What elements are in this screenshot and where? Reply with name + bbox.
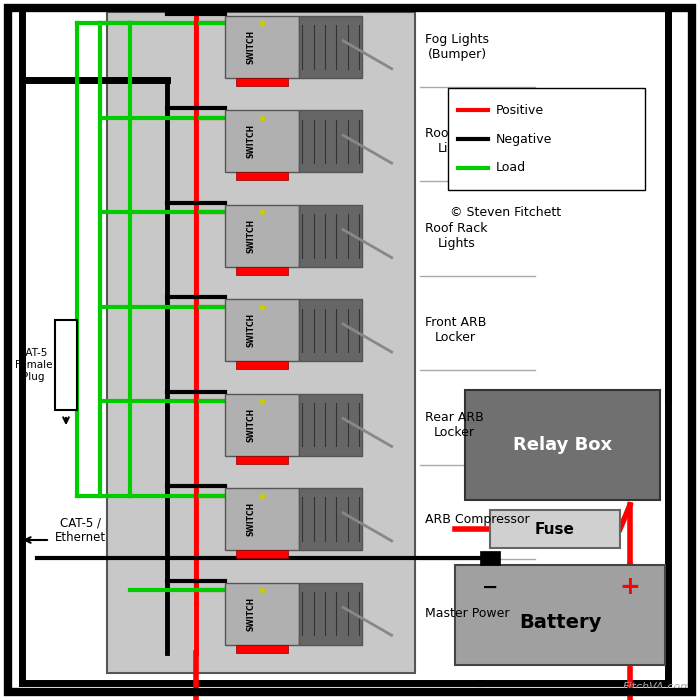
- Text: SWITCH: SWITCH: [246, 125, 256, 158]
- Bar: [300, 488, 362, 550]
- Text: SWITCH: SWITCH: [246, 313, 256, 347]
- Bar: [300, 111, 362, 172]
- Bar: [236, 361, 288, 370]
- Text: Fog Lights
(Bumper): Fog Lights (Bumper): [425, 33, 489, 61]
- Text: SWITCH: SWITCH: [246, 502, 256, 536]
- Bar: [300, 582, 362, 645]
- Bar: [236, 78, 288, 86]
- Bar: [480, 551, 500, 565]
- Text: SWITCH: SWITCH: [246, 596, 256, 631]
- Text: SWITCH: SWITCH: [246, 407, 256, 442]
- Bar: [55, 320, 77, 410]
- Bar: [300, 205, 362, 267]
- Text: FitchVA.com: FitchVA.com: [623, 682, 692, 692]
- Text: Relay Box: Relay Box: [513, 436, 612, 454]
- Text: Positive: Positive: [496, 104, 544, 117]
- Text: SWITCH: SWITCH: [246, 219, 256, 253]
- Text: −: −: [482, 578, 498, 596]
- Bar: [225, 582, 300, 645]
- Bar: [448, 88, 645, 190]
- Bar: [236, 172, 288, 181]
- Bar: [236, 456, 288, 463]
- Text: Load: Load: [496, 161, 526, 174]
- Bar: [465, 390, 660, 500]
- Bar: [225, 205, 300, 267]
- Bar: [225, 300, 300, 361]
- Bar: [300, 16, 362, 78]
- Text: Roof Rack
Lights: Roof Rack Lights: [425, 127, 487, 155]
- Text: Master Power: Master Power: [425, 607, 510, 620]
- Bar: [225, 111, 300, 172]
- Text: Roof Rack
Lights: Roof Rack Lights: [425, 222, 487, 250]
- Text: SWITCH: SWITCH: [246, 30, 256, 64]
- Bar: [225, 393, 300, 456]
- Bar: [236, 267, 288, 275]
- Bar: [455, 565, 665, 665]
- Text: Fuse: Fuse: [535, 522, 575, 536]
- Bar: [490, 510, 620, 548]
- Text: Front ARB
Locker: Front ARB Locker: [425, 316, 486, 344]
- Bar: [107, 12, 415, 673]
- Text: CAT-5
Female
Plug: CAT-5 Female Plug: [15, 349, 52, 382]
- Text: © Steven Fitchett: © Steven Fitchett: [450, 206, 561, 219]
- Text: ARB Compressor: ARB Compressor: [425, 512, 530, 526]
- Text: +: +: [620, 575, 640, 599]
- Text: Negative: Negative: [496, 132, 552, 146]
- Bar: [236, 645, 288, 652]
- Bar: [225, 488, 300, 550]
- Text: CAT-5 /
Ethernet: CAT-5 / Ethernet: [55, 516, 106, 544]
- Bar: [236, 550, 288, 558]
- Bar: [300, 300, 362, 361]
- Bar: [225, 16, 300, 78]
- Text: Rear ARB
Locker: Rear ARB Locker: [425, 411, 484, 439]
- Bar: [300, 393, 362, 456]
- Text: Battery: Battery: [519, 613, 601, 633]
